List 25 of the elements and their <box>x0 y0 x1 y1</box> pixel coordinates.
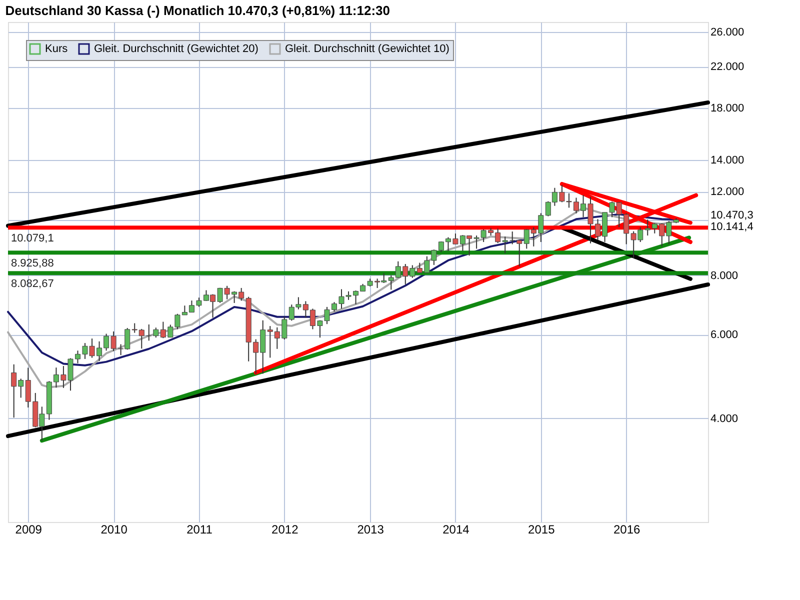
x-tick-label: 2014 <box>442 522 470 536</box>
chart-title: Deutschland 30 Kassa (-) Monatlich 10.470,3 (+0,81%) 11:12:30 <box>5 3 390 18</box>
ref-line-label: 10.079,1 <box>11 232 54 245</box>
legend-label: Gleit. Durchschnitt (Gewichtet 20) <box>94 43 258 55</box>
y-tick-label: 22.000 <box>710 61 744 74</box>
y-tick-label: 6.000 <box>710 329 738 342</box>
ref-line-label: 8.925,88 <box>11 258 54 270</box>
legend-label: Kurs <box>45 43 68 55</box>
y-tick-label: 8.000 <box>710 270 738 282</box>
x-tick-label: 2011 <box>186 522 213 536</box>
y-tick-label: 10.141,4 <box>710 220 754 233</box>
x-tick-label: 2013 <box>357 522 384 536</box>
x-tick-label: 2016 <box>613 522 640 536</box>
x-tick-label: 2009 <box>15 522 42 536</box>
y-tick-label: 12.000 <box>710 186 744 198</box>
ref-line-label: 8.082,67 <box>11 278 54 290</box>
x-tick-label: 2010 <box>100 522 128 536</box>
y-tick-label: 14.000 <box>710 154 744 166</box>
y-tick-label: 4.000 <box>710 412 738 425</box>
x-tick-label: 2015 <box>528 522 556 536</box>
x-tick-label: 2012 <box>272 522 299 536</box>
y-tick-label: 10.470,3 <box>710 209 754 222</box>
legend-label: Gleit. Durchschnitt (Gewichtet 10) <box>285 43 450 55</box>
y-tick-label: 18.000 <box>710 102 744 114</box>
y-tick-label: 26.000 <box>710 26 744 39</box>
